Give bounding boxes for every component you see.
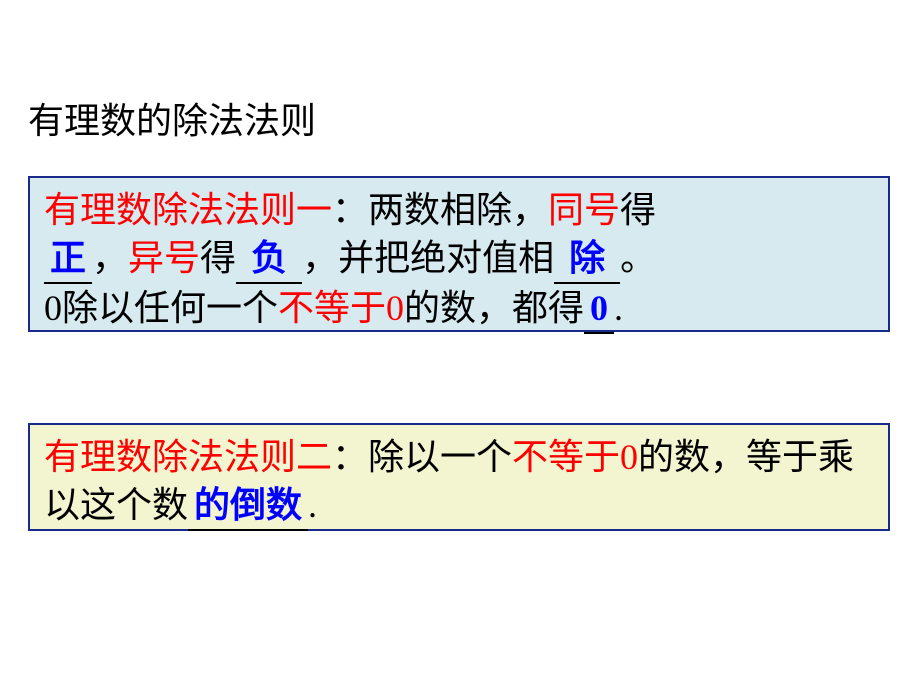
text: 的数，都得 [404,288,584,328]
red-text: 同号 [548,190,620,230]
text: 。 [620,238,656,278]
blank-1: 正 [44,234,92,284]
rule2-label: 有理数除法法则二 [44,437,332,477]
answer: 正 [50,238,86,278]
text: ，并把绝对值相 [302,238,554,278]
red-text: 异号 [128,238,200,278]
rule-box-2: 有理数除法法则二：除以一个不等于0的数，等于乘以这个数的倒数. [28,423,890,531]
text: ， [92,238,128,278]
answer: 0 [590,288,608,328]
red-text: 不等于0 [512,437,638,477]
page-title: 有理数的除法法则 [28,92,316,144]
red-text: 不等于0 [278,288,404,328]
text: 得 [620,190,656,230]
text: ：两数相除， [332,190,548,230]
rule-box-1: 有理数除法法则一：两数相除，同号得正，异号得 负 ，并把绝对值相 除 。0除以任… [28,176,890,332]
blank-2: 负 [236,234,302,284]
blank-3: 除 [554,234,620,284]
text: . [614,288,623,328]
answer: 除 [569,238,605,278]
text: ：除以一个 [332,437,512,477]
answer: 的倒数 [194,485,302,525]
rule1-label: 有理数除法法则一 [44,190,332,230]
answer: 负 [251,238,287,278]
blank-1: 的倒数 [188,481,308,531]
text: . [308,485,317,525]
blank-4: 0 [584,284,614,334]
text: 0除以任何一个 [44,288,278,328]
text: 得 [200,238,236,278]
